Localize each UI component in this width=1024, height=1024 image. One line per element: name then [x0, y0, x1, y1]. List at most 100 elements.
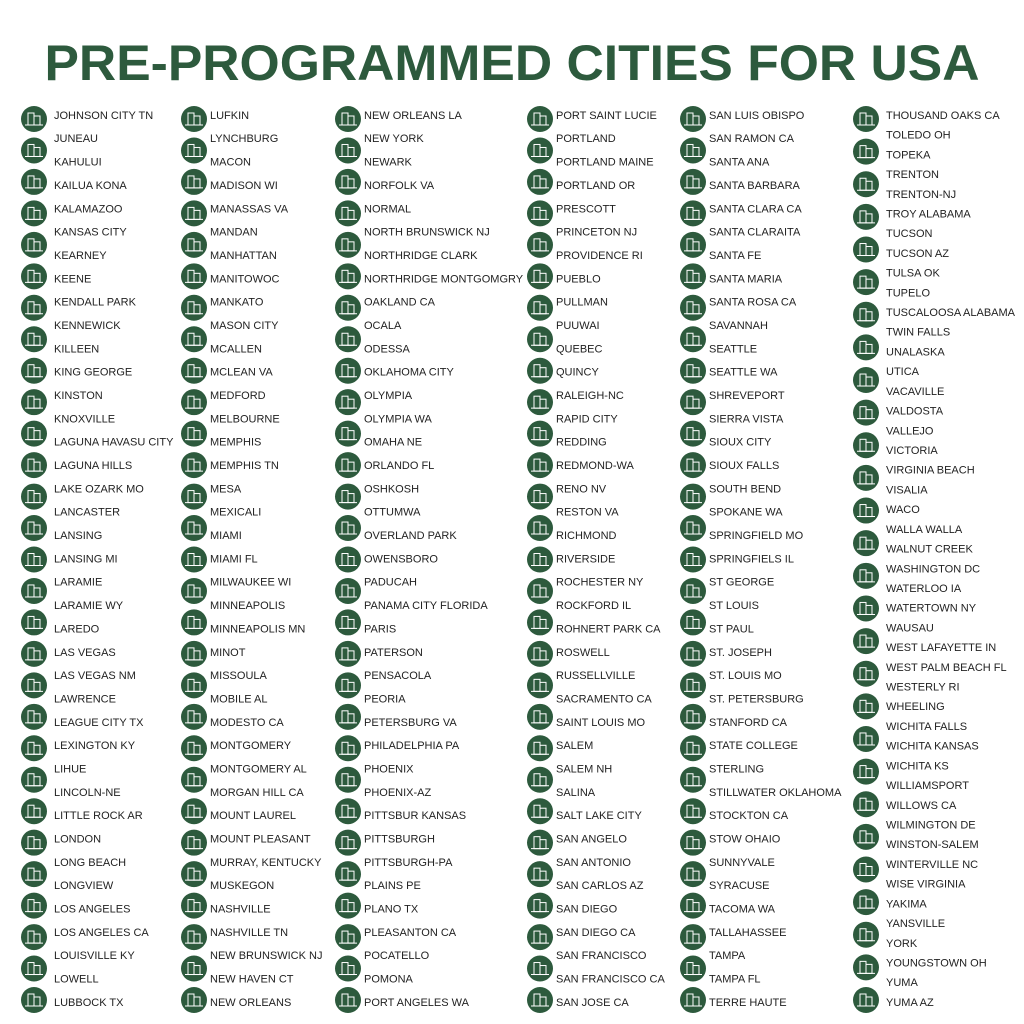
city-name: LONG BEACH: [54, 857, 126, 869]
city-name: MIAMI FL: [210, 553, 258, 565]
city-name: MANKATO: [210, 297, 264, 309]
city-icon: [853, 889, 879, 916]
city-name: SEATTLE WA: [709, 367, 778, 379]
city-icon: [21, 829, 47, 856]
city-name: STATE COLLEGE: [709, 740, 798, 752]
city-icon: [853, 530, 879, 557]
city-name: TUSCALOOSA ALABAMA: [886, 307, 1016, 319]
city-icon: [21, 515, 47, 542]
city-name: UNALASKA: [886, 346, 945, 358]
city-icon: [181, 955, 207, 982]
city-icon: [527, 955, 553, 982]
city-name: MUSKEGON: [210, 880, 274, 892]
city-icon: [527, 609, 553, 636]
city-name: WINTERVILLE NC: [886, 859, 978, 871]
city-name: RAPID CITY: [556, 413, 618, 425]
city-icon: [181, 420, 207, 447]
city-icon: [853, 236, 879, 263]
city-name: MINNEAPOLIS MN: [210, 623, 305, 635]
city-icon: [181, 168, 207, 195]
city-name: LUBBOCK TX: [54, 997, 124, 1009]
city-name: MOUNT PLEASANT: [210, 834, 311, 846]
city-icon: [335, 640, 361, 667]
city-name: KANSAS CITY: [54, 227, 127, 239]
city-name: PENSACOLA: [364, 670, 432, 682]
city-icon: [680, 798, 706, 825]
city-icon: [527, 137, 553, 164]
city-name: MELBOURNE: [210, 413, 280, 425]
city-name: VICTORIA: [886, 445, 938, 457]
city-icon: [335, 294, 361, 321]
city-icon: [680, 892, 706, 919]
city-name: WAUSAU: [886, 622, 934, 634]
city-name: KENDALL PARK: [54, 297, 137, 309]
city-name: SIOUX FALLS: [709, 460, 779, 472]
city-icon: [853, 823, 879, 850]
city-icon: [680, 955, 706, 982]
city-icon: [853, 987, 879, 1013]
city-name: ROCKFORD IL: [556, 600, 631, 612]
city-name: TUCSON AZ: [886, 248, 949, 260]
city-icon: [181, 106, 207, 132]
city-icon: [680, 389, 706, 416]
city-name: ROSWELL: [556, 647, 610, 659]
city-name: ORLANDO FL: [364, 460, 434, 472]
city-name: SANTA BARBARA: [709, 180, 801, 192]
city-icon: [21, 420, 47, 447]
city-name: SUNNYVALE: [709, 857, 775, 869]
city-name: LITTLE ROCK AR: [54, 810, 143, 822]
city-name: MIAMI: [210, 530, 242, 542]
city-icon: [527, 483, 553, 510]
city-name: MINNEAPOLIS: [210, 600, 285, 612]
city-icon: [335, 861, 361, 888]
city-icon: [335, 672, 361, 699]
city-name: WALNUT CREEK: [886, 544, 973, 556]
city-icon: [680, 263, 706, 290]
city-icon: [527, 829, 553, 856]
city-name: LANSING: [54, 530, 102, 542]
city-name: TROY ALABAMA: [886, 208, 971, 220]
city-icon: [335, 452, 361, 479]
city-icon: [680, 609, 706, 636]
city-name: WILLIAMSPORT: [886, 780, 969, 792]
city-icon: [335, 420, 361, 447]
city-name: LINCOLN-NE: [54, 787, 121, 799]
city-icon: [853, 660, 879, 687]
city-icon: [21, 640, 47, 667]
city-icon: [680, 200, 706, 227]
city-name: TAMPA: [709, 950, 746, 962]
city-name: WINSTON-SALEM: [886, 839, 979, 851]
city-icon: [181, 294, 207, 321]
city-name: SACRAMENTO CA: [556, 693, 652, 705]
city-icon: [527, 861, 553, 888]
city-name: TRENTON: [886, 169, 939, 181]
city-icon: [853, 725, 879, 752]
city-name: PULLMAN: [556, 297, 608, 309]
city-name: MONTGOMERY AL: [210, 763, 307, 775]
city-name: STERLING: [709, 763, 764, 775]
city-name: MODESTO CA: [210, 717, 284, 729]
city-name: WICHITA KS: [886, 760, 949, 772]
city-icon: [335, 106, 361, 132]
city-name: SOUTH BEND: [709, 483, 781, 495]
city-name: KAILUA KONA: [54, 180, 127, 192]
city-name: NEW ORLEANS LA: [364, 110, 462, 122]
city-name: SAN RAMON CA: [709, 133, 795, 145]
city-name: ODESSA: [364, 343, 411, 355]
city-icon: [680, 357, 706, 384]
city-name: YUMA: [886, 977, 918, 989]
city-icon: [527, 672, 553, 699]
city-icon: [21, 703, 47, 730]
city-icon: [335, 798, 361, 825]
city-name: SANTA MARIA: [709, 273, 783, 285]
city-name: YUMA AZ: [886, 997, 934, 1009]
city-icon: [680, 483, 706, 510]
city-name: OLYMPIA: [364, 390, 413, 402]
city-icon: [527, 577, 553, 604]
city-icon: [335, 357, 361, 384]
city-name: WICHITA FALLS: [886, 721, 967, 733]
city-name: TRENTON-NJ: [886, 189, 956, 201]
city-name: KNOXVILLE: [54, 413, 115, 425]
city-name: SIOUX CITY: [709, 437, 772, 449]
city-name: SAN JOSE CA: [556, 997, 629, 1009]
